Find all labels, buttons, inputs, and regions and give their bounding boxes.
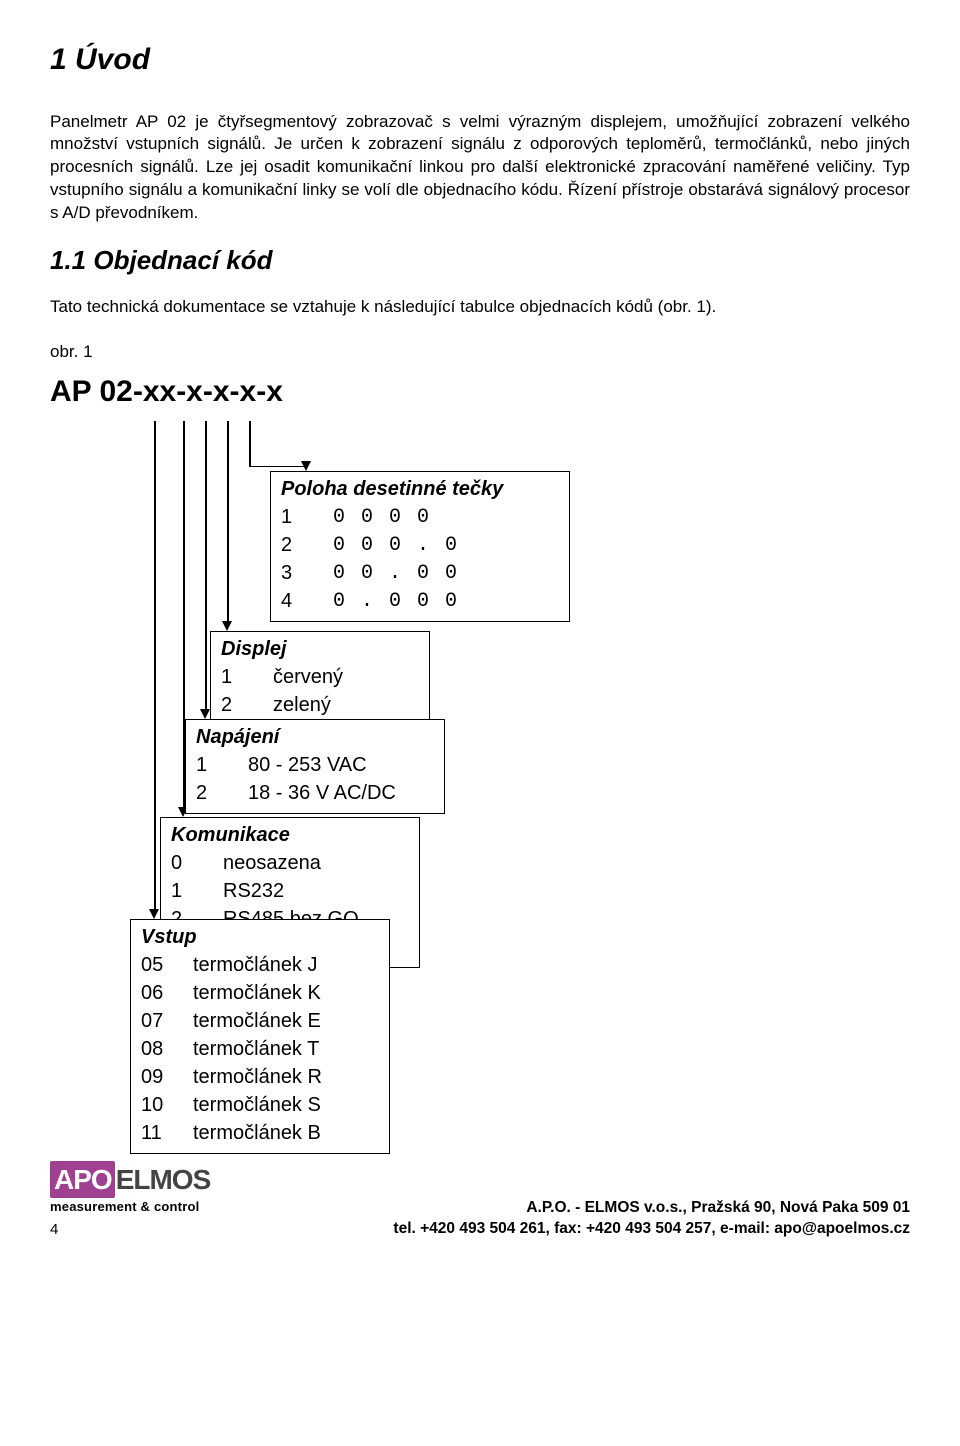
option-label: 80 - 253 VAC	[248, 752, 367, 779]
option-code: 08	[141, 1036, 175, 1063]
arrowhead-icon	[200, 709, 210, 719]
option-row: 07 termočlánek E	[141, 1008, 379, 1035]
option-box-title: Komunikace	[171, 822, 409, 849]
heading-order-code: 1.1 Objednací kód	[50, 243, 910, 278]
option-box-power: Napájení1 80 - 253 VAC 2 18 - 36 V AC/DC	[185, 719, 445, 814]
arrowhead-icon	[222, 621, 232, 631]
intro-paragraph: Panelmetr AP 02 je čtyřsegmentový zobraz…	[50, 111, 910, 226]
option-label: zelený	[273, 692, 331, 719]
option-row: 2 0 0 0 . 0	[281, 532, 559, 559]
logo-tagline: measurement & control	[50, 1198, 210, 1216]
option-code: 1	[281, 504, 305, 531]
option-box-decimal: Poloha desetinné tečky1 0 0 0 0 2 0 0 0 . 0…	[270, 471, 570, 622]
page-number: 4	[50, 1220, 210, 1240]
option-code: 2	[281, 532, 305, 559]
option-label: termočlánek B	[193, 1120, 321, 1147]
option-row: 09 termočlánek R	[141, 1064, 379, 1091]
option-row: 05 termočlánek J	[141, 952, 379, 979]
option-row: 08 termočlánek T	[141, 1036, 379, 1063]
option-label: červený	[273, 664, 343, 691]
option-code: 2	[221, 692, 245, 719]
footer-phone: tel. +420 493 504 261, fax: +420 493 504…	[393, 1219, 910, 1240]
option-row: 2 18 - 36 V AC/DC	[196, 780, 434, 807]
option-row: 1 RS232	[171, 878, 409, 905]
option-label: termočlánek K	[193, 980, 321, 1007]
footer-contact: A.P.O. - ELMOS v.o.s., Pražská 90, Nová …	[393, 1198, 910, 1240]
option-row: 1 80 - 253 VAC	[196, 752, 434, 779]
option-row: 06 termočlánek K	[141, 980, 379, 1007]
option-code: 10	[141, 1092, 175, 1119]
option-label: 0 0 . 0 0	[333, 560, 459, 587]
option-code: 4	[281, 588, 305, 615]
option-code: 09	[141, 1064, 175, 1091]
option-row: 2 zelený	[221, 692, 419, 719]
option-box-title: Napájení	[196, 724, 434, 751]
option-code: 11	[141, 1120, 175, 1147]
option-label: 18 - 36 V AC/DC	[248, 780, 396, 807]
option-code: 1	[171, 878, 195, 905]
option-label: termočlánek E	[193, 1008, 321, 1035]
footer-address: A.P.O. - ELMOS v.o.s., Pražská 90, Nová …	[393, 1198, 910, 1219]
option-code: 1	[196, 752, 220, 779]
option-label: RS232	[223, 878, 284, 905]
arrowhead-icon	[301, 461, 311, 471]
logo-apo: APO	[50, 1161, 115, 1199]
option-code: 3	[281, 560, 305, 587]
connector-line	[249, 421, 251, 466]
option-row: 1 červený	[221, 664, 419, 691]
option-label: termočlánek T	[193, 1036, 319, 1063]
option-box-title: Displej	[221, 636, 419, 663]
option-label: 0 0 0 0	[333, 504, 431, 531]
option-label: 0 0 0 . 0	[333, 532, 459, 559]
option-code: 07	[141, 1008, 175, 1035]
connector-line	[227, 421, 229, 623]
footer-logo-block: APO ELMOS measurement & control 4	[50, 1161, 210, 1241]
option-label: termočlánek R	[193, 1064, 322, 1091]
logo-elmos: ELMOS	[116, 1161, 211, 1199]
option-row: 0 neosazena	[171, 850, 409, 877]
option-label: neosazena	[223, 850, 321, 877]
option-label: 0 . 0 0 0	[333, 588, 459, 615]
order-code-paragraph: Tato technická dokumentace se vztahuje k…	[50, 296, 910, 319]
figure-label: obr. 1	[50, 341, 910, 364]
option-row: 3 0 0 . 0 0	[281, 560, 559, 587]
order-code-diagram: Poloha desetinné tečky10 0 0 020 0 0 . 0…	[50, 421, 910, 1141]
option-row: 1 0 0 0 0	[281, 504, 559, 531]
connector-line	[154, 421, 156, 911]
option-label: termočlánek J	[193, 952, 318, 979]
option-code: 0	[171, 850, 195, 877]
heading-intro: 1 Úvod	[50, 40, 910, 81]
option-code: 2	[196, 780, 220, 807]
connector-line	[205, 421, 207, 711]
arrowhead-icon	[149, 909, 159, 919]
option-label: termočlánek S	[193, 1092, 321, 1119]
option-box-display: Displej1 červený 2 zelený	[210, 631, 430, 726]
option-code: 05	[141, 952, 175, 979]
option-code: 06	[141, 980, 175, 1007]
page-footer: APO ELMOS measurement & control 4 A.P.O.…	[50, 1161, 910, 1241]
order-code-pattern: AP 02-xx-x-x-x-x	[50, 372, 910, 413]
option-box-input: Vstup05 termočlánek J 06 termočlánek K 07 ter…	[130, 919, 390, 1154]
option-row: 4 0 . 0 0 0	[281, 588, 559, 615]
connector-line	[249, 466, 305, 468]
option-box-title: Poloha desetinné tečky	[281, 476, 559, 503]
option-row: 11 termočlánek B	[141, 1120, 379, 1147]
option-box-title: Vstup	[141, 924, 379, 951]
option-row: 10 termočlánek S	[141, 1092, 379, 1119]
option-code: 1	[221, 664, 245, 691]
